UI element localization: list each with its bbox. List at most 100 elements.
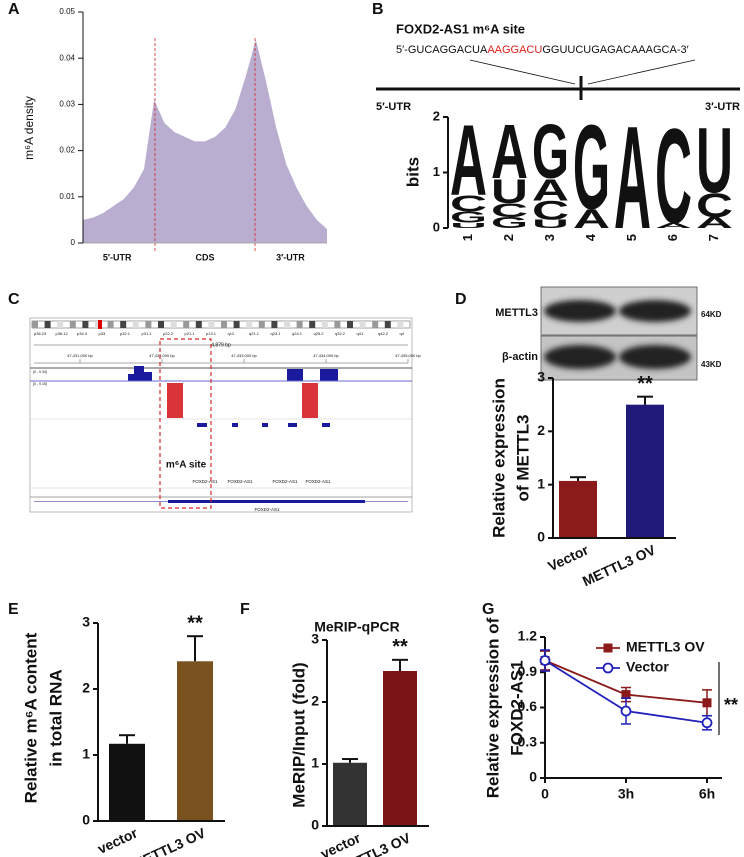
ideogram-band [170,321,177,328]
ideogram-mark [98,320,102,329]
peak [320,369,338,381]
legend-marker [602,662,614,674]
point [620,705,632,717]
x-tick-label: 1 [460,234,475,241]
y-tick-label: 1 [82,746,90,762]
site-box [159,338,212,509]
peak [128,374,134,381]
y-axis-label: of METTL3 [513,415,532,502]
logo-letter: A [532,172,569,207]
ideogram-band [69,321,76,328]
coordinate-label: 47,435,000 bp [395,353,421,358]
y-tick-label: 1 [433,164,440,179]
bar [383,671,417,826]
ideogram-band [384,321,391,328]
gene-label: FOXD2-AS1 [192,479,218,484]
exon [288,423,297,427]
x-tick-label: METTL3 OV [130,824,209,857]
point [702,698,712,708]
y-tick-label: 0 [311,817,319,833]
x-tick-label: 0 [541,786,549,802]
ideogram-band [309,321,316,328]
blot-band [619,300,691,322]
bar [333,762,367,826]
coordinate-label: 47,433,000 bp [231,353,257,358]
track-range: [0 - 9.34] [33,370,47,374]
legend-label: Vector [626,659,669,675]
gene-label: FOXD2-AS1 [254,507,280,512]
region-label: 3′-UTR [276,252,305,262]
band-label: p13.1 [206,331,217,336]
logo-letter: G [450,209,487,226]
x-tick-label: 6h [699,786,715,802]
y-axis-label: Relative expression [489,378,508,538]
blot-band [544,300,616,322]
ideogram-band [158,321,164,328]
point [539,655,551,666]
band-label: p22.2 [163,331,174,336]
y-tick-label: 0 [433,219,440,234]
y-axis-label: bits [403,157,422,187]
peak [287,369,303,381]
zoom-line [469,59,576,85]
x-tick-label: 2 [501,234,516,241]
ideogram-band [284,321,290,328]
panel-label: E [8,601,19,618]
ideogram-band [258,321,265,328]
band-label: p32.1 [120,331,131,336]
y-axis-label: in total RNA [46,669,65,766]
ideogram-band [359,321,366,328]
ideogram-band [397,321,404,328]
point [621,690,631,700]
y-tick-label: 0.9 [518,663,538,679]
ideogram-band [82,321,89,328]
y-tick-label: 0.04 [59,53,75,62]
significance: ** [392,636,408,658]
bar [559,480,597,538]
y-axis-label: MeRIP/Input (fold) [289,662,308,807]
peak [144,372,152,381]
y-tick-label: 2 [537,422,545,438]
blot-protein: β-actin [502,351,538,363]
panel-label: C [8,291,20,308]
x-tick-label: 3h [618,786,634,802]
x-tick-label: 7 [706,234,721,241]
ideogram-band [271,321,278,328]
zoom-line [587,59,696,85]
band-label: p21.1 [185,331,196,336]
y-tick-label: 3 [537,369,545,385]
band-label: q42.2 [378,331,389,336]
site-peak [302,383,318,418]
browser-frame [29,317,413,513]
ruler-length: 4,879 bp [211,342,231,348]
y-tick-label: 1.2 [518,628,538,644]
ideogram-band [32,321,38,328]
ideogram-band [145,321,152,328]
logo-letter: A [491,109,528,195]
band-label: p34.3 [77,331,88,336]
band-label: p33 [99,331,106,336]
band-label: q41 [357,331,364,336]
ideogram-band [221,321,227,328]
x-tick-label: 4 [583,233,598,241]
y-tick-label: 0.05 [59,7,75,16]
ideogram-band [120,321,127,328]
blot-size: 64KD [701,310,722,319]
significance: ** [187,612,203,634]
ideogram-band [296,321,303,328]
y-axis-label: m⁶A density [22,96,36,160]
gene-label: FOXD2-AS1 [305,479,331,484]
ideogram-band [208,321,215,328]
y-tick-label: 0.6 [518,698,538,714]
bar [177,661,213,821]
exon [232,423,238,427]
band-label: q12 [228,331,235,336]
ideogram-band [347,321,353,328]
panel-label: B [372,1,384,18]
exon [262,423,268,427]
logo-letter: C [532,196,569,226]
x-tick-label: 6 [665,234,680,241]
gene-label: FOXD2-AS1 [272,479,298,484]
y-tick-label: 2 [433,108,440,123]
